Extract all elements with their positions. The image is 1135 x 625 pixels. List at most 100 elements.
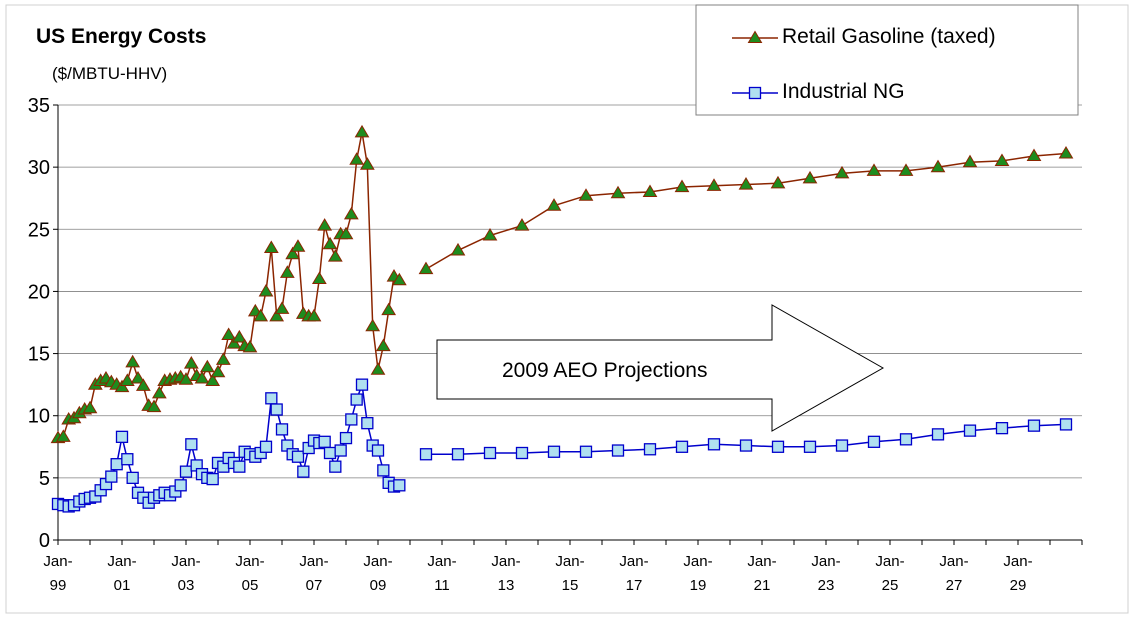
data-point	[610, 185, 626, 199]
x-tick-label: Jan-	[427, 553, 456, 570]
data-point	[482, 228, 498, 241]
data-point	[178, 372, 194, 385]
data-point	[675, 440, 689, 453]
y-tick-labels: 0 5 10 15 20 25 30 35	[28, 95, 50, 552]
data-point	[371, 444, 385, 457]
series-industrial-ng	[51, 378, 1073, 513]
data-point	[802, 170, 818, 184]
projection-arrow-label: 2009 AEO Projections	[502, 359, 707, 382]
x-tick-label: 99	[50, 577, 67, 594]
data-point	[151, 385, 167, 399]
data-point	[739, 439, 753, 452]
data-point	[381, 302, 397, 316]
data-point	[258, 283, 274, 297]
x-tick-label: Jan-	[875, 553, 904, 570]
data-point	[771, 440, 785, 453]
data-point	[110, 458, 123, 471]
chart-title: US Energy Costs	[36, 25, 206, 48]
data-point	[183, 356, 199, 369]
data-point	[803, 440, 817, 453]
data-point	[994, 153, 1010, 166]
x-tick-label: Jan-	[939, 553, 968, 570]
data-point	[962, 154, 978, 168]
data-point	[898, 163, 914, 176]
data-point	[114, 379, 130, 393]
x-tick-label: 29	[1010, 577, 1027, 594]
data-point	[82, 400, 98, 414]
data-point	[215, 352, 231, 365]
data-point	[270, 403, 283, 416]
x-tick-label: Jan-	[1003, 553, 1032, 570]
data-point	[279, 265, 295, 278]
data-point	[345, 413, 358, 426]
data-point	[185, 438, 198, 451]
x-tick-label: 25	[882, 577, 899, 594]
data-point	[611, 444, 625, 457]
data-point	[515, 446, 529, 460]
data-point	[451, 448, 465, 461]
data-point	[835, 439, 849, 452]
annotation-arrow: 2009 AEO Projections	[436, 304, 885, 432]
data-point	[275, 423, 289, 436]
y-tick-label: 20	[28, 281, 50, 303]
data-point	[115, 430, 129, 443]
data-point	[963, 424, 977, 437]
data-point	[343, 206, 359, 220]
data-point	[327, 249, 343, 262]
data-point	[265, 392, 278, 405]
data-point	[579, 445, 593, 458]
data-point	[105, 470, 118, 483]
x-tick-label: Jan-	[683, 553, 712, 570]
x-tick-label: Jan-	[491, 553, 520, 570]
data-point	[514, 218, 530, 231]
data-point	[242, 339, 258, 353]
axes	[57, 105, 1082, 541]
legend: Retail Gasoline (taxed) Industrial NG	[695, 4, 1079, 116]
data-point	[210, 364, 226, 378]
data-point	[146, 399, 162, 413]
series	[50, 124, 1074, 513]
data-point	[199, 359, 215, 373]
data-point	[125, 354, 141, 368]
data-point	[334, 444, 347, 457]
data-point	[377, 464, 390, 477]
x-tick-label: Jan-	[747, 553, 776, 570]
x-tick-label: 23	[818, 577, 835, 594]
data-point	[931, 428, 945, 441]
data-point	[231, 329, 247, 343]
data-point	[317, 218, 333, 231]
data-point	[738, 177, 754, 190]
data-point	[259, 440, 273, 453]
data-point	[253, 308, 269, 322]
y-tick-label: 10	[28, 406, 50, 428]
data-point	[306, 308, 322, 322]
data-point	[770, 175, 786, 189]
x-tick-label: Jan-	[811, 553, 840, 570]
data-point	[361, 417, 374, 430]
data-point	[643, 443, 657, 456]
data-point	[418, 261, 434, 275]
data-point	[311, 271, 327, 285]
data-point	[323, 446, 337, 460]
y-tick-label: 5	[39, 468, 50, 490]
data-point	[221, 327, 237, 340]
data-point	[194, 370, 210, 384]
data-point	[1027, 419, 1041, 432]
data-point	[274, 301, 290, 314]
legend-label-gasoline: Retail Gasoline (taxed)	[782, 25, 996, 48]
y-tick-label: 15	[28, 344, 50, 366]
data-point	[866, 163, 882, 176]
x-tick-label: Jan-	[107, 553, 136, 570]
data-point	[350, 393, 363, 406]
x-tick-label: Jan-	[43, 553, 72, 570]
data-point	[391, 272, 407, 286]
data-point	[206, 472, 219, 486]
data-point	[291, 450, 305, 463]
x-tick-label: 09	[370, 577, 387, 594]
data-point	[285, 246, 301, 260]
legend-label-industrial-ng: Industrial NG	[782, 80, 905, 103]
x-tick-label: 03	[178, 577, 195, 594]
x-tick-label: 19	[690, 577, 707, 594]
data-point	[706, 178, 722, 191]
